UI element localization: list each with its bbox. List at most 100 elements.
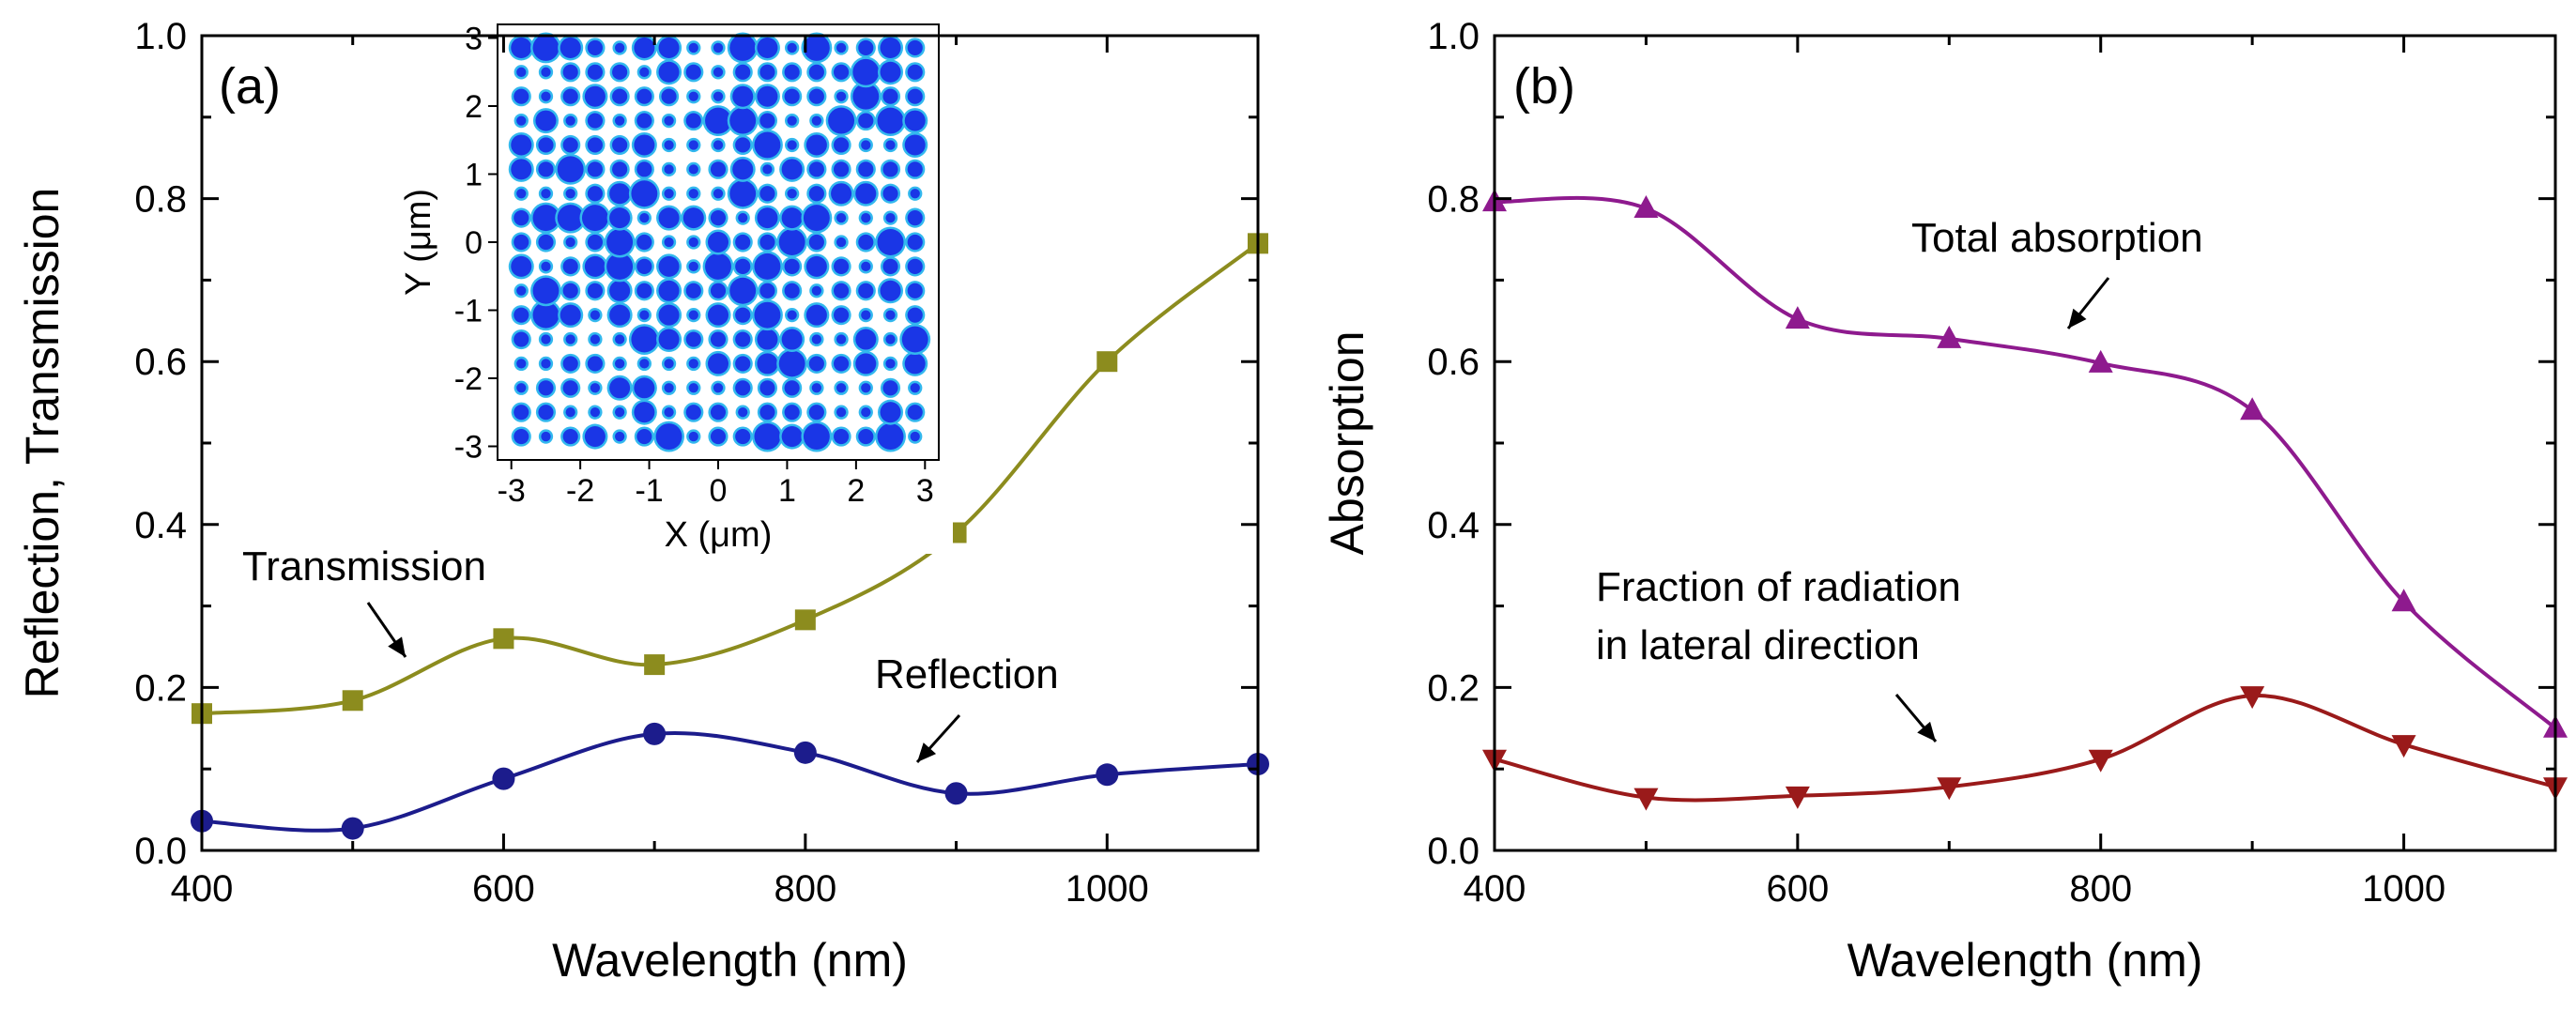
inset-particle-265: [882, 186, 898, 202]
inset-x-axis-label: X (μm): [665, 515, 773, 555]
inset-particle-279: [907, 258, 923, 274]
inset-particle-24: [541, 261, 551, 272]
inset-particle-102: [655, 423, 682, 451]
b-y-tick-label-3: 0.6: [1427, 342, 1480, 383]
inset-x-tick-label-5: 2: [847, 473, 865, 509]
inset-particle-131: [688, 140, 698, 150]
inset-particle-37: [562, 356, 578, 372]
inset-particle-272: [910, 431, 920, 442]
inset-particle-257: [882, 380, 898, 396]
inset-particle-12: [511, 134, 532, 156]
inset-particle-133: [688, 91, 698, 101]
inset-particle-232: [834, 161, 850, 177]
inset-particle-15: [516, 67, 527, 77]
inset-particle-203: [787, 42, 797, 54]
inset-particle-104: [664, 383, 674, 393]
b-x-tick-label-400: 400: [1464, 868, 1526, 910]
a-marker-transmission-700: [644, 654, 666, 676]
inset-particle-166: [729, 107, 757, 134]
inset-particle-94: [639, 212, 650, 223]
inset-particle-132: [685, 113, 701, 129]
inset-particle-259: [885, 334, 896, 344]
inset-y-tick-label-6: 3: [465, 22, 483, 57]
inset-particle-261: [880, 280, 901, 301]
inset-particle-36: [562, 380, 578, 396]
inset-particle-95: [631, 180, 658, 207]
inset-particle-194: [784, 258, 800, 274]
inset-particle-143: [705, 252, 731, 280]
inset-particle-244: [858, 283, 874, 298]
a-y-tick-label-1: 0.2: [134, 667, 187, 709]
inset-particle-235: [836, 91, 847, 101]
inset-particle-226: [834, 307, 850, 323]
inset-particle-198: [781, 159, 803, 180]
inset-particle-108: [658, 280, 680, 301]
inset-particle-218: [808, 88, 824, 104]
inset-particle-210: [811, 285, 822, 296]
a-marker-reflection-600: [492, 767, 515, 790]
inset-particle-101: [634, 37, 655, 58]
inset-particle-209: [805, 304, 827, 326]
inset-particle-263: [877, 229, 904, 255]
inset-particle-211: [805, 255, 827, 277]
inset-particle-129: [688, 189, 698, 199]
a-x-tick-label-1000: 1000: [1066, 868, 1149, 910]
inset-particle-288: [907, 39, 923, 56]
inset-particle-189: [784, 380, 800, 396]
inset-particle-271: [880, 37, 901, 58]
a-y-tick-label-3: 0.6: [134, 342, 187, 383]
inset-particle-137: [710, 405, 727, 421]
inset-particle-74: [609, 280, 631, 301]
inset-particle-35: [565, 407, 575, 418]
inset-particle-6: [516, 285, 527, 296]
inset-particle-56: [590, 310, 601, 320]
inset-particle-243: [861, 310, 871, 320]
inset-particle-219: [808, 64, 824, 80]
inset-particle-142: [710, 283, 727, 298]
panel-a: -3 -2 -1 0 1 2 3 -3 -2 -1 0 1 2 3 X (μm) Y (μm) 400 600 8…: [16, 15, 1269, 987]
inset-particle-212: [808, 234, 824, 251]
inset-particle-58: [584, 255, 606, 277]
panel-b-y-axis-label: Absorption: [1321, 330, 1373, 555]
inset-particle-67: [587, 39, 603, 56]
inset-particle-201: [784, 88, 800, 104]
b-y-tick-label-0: 0.0: [1427, 831, 1480, 872]
inset-particle-61: [587, 186, 603, 202]
inset-particle-183: [759, 113, 775, 129]
inset-particle-109: [658, 255, 680, 277]
b-marker-fraction-of-radiation-in-lateral-direction-1000: [2391, 735, 2416, 758]
inset-particle-208: [811, 334, 822, 344]
inset-particle-234: [828, 107, 855, 134]
a-marker-reflection-1000: [1096, 763, 1119, 787]
a-y-tick-label-5: 1.0: [134, 16, 187, 57]
inset-particle-251: [858, 113, 874, 129]
inset-particle-120: [685, 405, 701, 421]
inset-particle-181: [762, 164, 773, 175]
arrow-lateral-fraction-head: [1917, 721, 1936, 742]
inset-particle-39: [560, 304, 581, 326]
a-marker-transmission-600: [493, 628, 514, 650]
b-marker-fraction-of-radiation-in-lateral-direction-800: [2088, 749, 2113, 773]
inset-particle-228: [834, 258, 850, 274]
inset-particle-51: [584, 426, 606, 448]
inset-particle-196: [781, 207, 803, 229]
b-y-tick-label-1: 0.2: [1427, 667, 1480, 709]
a-marker-reflection-900: [944, 782, 968, 805]
inset-particle-76: [606, 229, 634, 255]
inset-particle-182: [754, 131, 781, 159]
inset-particle-21: [541, 334, 551, 344]
b-x-tick-label-600: 600: [1766, 868, 1829, 910]
inset-particle-33: [532, 34, 560, 61]
inset-particle-227: [834, 283, 850, 298]
inset-particle-46: [562, 137, 578, 153]
inset-particle-268: [877, 107, 904, 134]
inset-particle-110: [664, 237, 674, 248]
inset-particle-253: [852, 58, 880, 85]
inset-particle-215: [808, 161, 824, 177]
inset-particle-2: [516, 383, 527, 393]
b-marker-total-absorption-900: [2240, 397, 2265, 421]
inset-particle-44: [565, 189, 575, 199]
inset-particle-73: [609, 304, 631, 326]
inset-particle-278: [907, 283, 923, 298]
